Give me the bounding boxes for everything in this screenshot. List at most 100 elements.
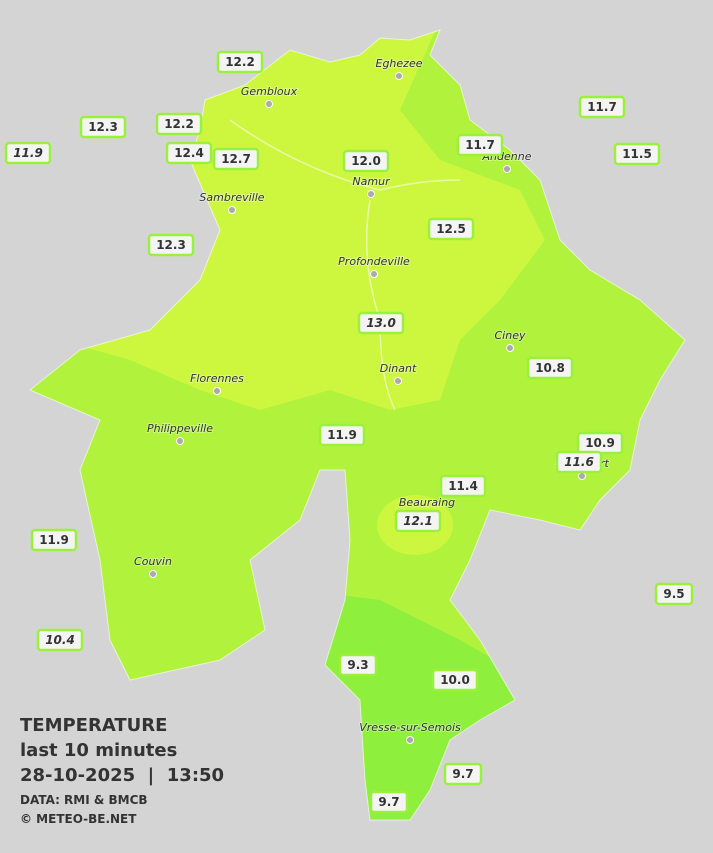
station-value: 11.9 [327,428,357,442]
station: 12.2 [216,50,264,74]
station: 13.0 [357,311,405,335]
station-value: 12.2 [225,55,255,69]
station: 9.7 [369,790,409,814]
station-box [165,141,213,165]
station-value: 11.4 [448,479,478,493]
station-box [30,528,78,552]
station: 9.7 [443,762,483,786]
city-dot [265,100,273,108]
legend-title: TEMPERATURE [20,715,167,736]
station-value: 11.5 [622,147,652,161]
station: 11.5 [613,142,661,166]
station-value: 12.0 [351,154,381,168]
station-value: 11.6 [564,455,594,469]
legend-source: DATA: RMI & BMCB [20,793,148,807]
station-box [427,217,475,241]
station: 12.1 [394,509,442,533]
station: 12.5 [427,217,475,241]
station: 12.3 [147,233,195,257]
station-box [155,112,203,136]
city-dot [228,206,236,214]
station-value: 10.9 [585,436,615,450]
city-name: Dinant [380,362,417,375]
station-value: 10.8 [535,361,565,375]
station-box [318,423,366,447]
station-value: 11.9 [13,146,43,160]
station: 10.9 [576,431,624,455]
city-name: Sambreville [199,191,264,204]
station-box [212,147,260,171]
city-name: Couvin [134,555,172,568]
city-dot [176,437,184,445]
station-box [555,450,603,474]
station-value: 12.3 [88,120,118,134]
station: 9.3 [338,653,378,677]
station-value: 9.7 [452,767,473,781]
city-dot [213,387,221,395]
city-name: Namur [352,175,391,188]
legend: TEMPERATURE last 10 minutes 28-10-2025 |… [20,715,224,826]
city-dot [578,472,586,480]
city-name: Profondeville [338,255,410,268]
city-dot [395,72,403,80]
legend-credit: © METEO-BE.NET [20,812,137,826]
station-box [369,790,409,814]
station-value: 12.3 [156,238,186,252]
city-dot [503,165,511,173]
station: 12.3 [79,115,127,139]
station-box [36,628,84,652]
station-value: 11.9 [39,533,69,547]
station-value: 9.5 [663,587,684,601]
station-box [147,233,195,257]
city-dot [370,270,378,278]
city-name: Philippeville [147,422,213,435]
station-value: 12.2 [164,117,194,131]
station-box [216,50,264,74]
station: 10.0 [431,668,479,692]
station-box [79,115,127,139]
station-box [338,653,378,677]
city-name: Gembloux [241,85,298,98]
station: 11.4 [439,474,487,498]
station-box [578,95,626,119]
city-dot [506,344,514,352]
city-dot [149,570,157,578]
city-name: Florennes [190,372,244,385]
station-box [456,133,504,157]
station-box [4,141,52,165]
city-name: Beauraing [399,496,455,509]
city-name: Eghezee [376,57,423,70]
city-name: Vresse-sur-Semois [359,721,461,734]
station-box [439,474,487,498]
station-value: 12.5 [436,222,466,236]
station: 12.0 [342,149,390,173]
legend-datetime: 28-10-2025 | 13:50 [20,765,224,786]
station-box [443,762,483,786]
city-dot [394,377,402,385]
station: 11.7 [456,133,504,157]
station-value: 13.0 [366,316,396,330]
legend-subtitle: last 10 minutes [20,740,177,761]
station: 11.7 [578,95,626,119]
station-box [654,582,694,606]
station-box [394,509,442,533]
station: 11.9 [4,141,52,165]
station: 11.6 [555,450,603,474]
station-value: 11.7 [465,138,495,152]
station-box [526,356,574,380]
station: 10.8 [526,356,574,380]
station-value: 10.4 [45,633,75,647]
station: 12.2 [155,112,203,136]
station-box [431,668,479,692]
station-value: 12.4 [174,146,204,160]
station-value: 9.7 [378,795,399,809]
city-dot [406,736,414,744]
city-name: Ciney [495,329,526,342]
city-dot [367,190,375,198]
station: 9.5 [654,582,694,606]
station-box [342,149,390,173]
station-value: 11.7 [587,100,617,114]
station: 12.4 [165,141,213,165]
station-box [357,311,405,335]
station: 10.4 [36,628,84,652]
